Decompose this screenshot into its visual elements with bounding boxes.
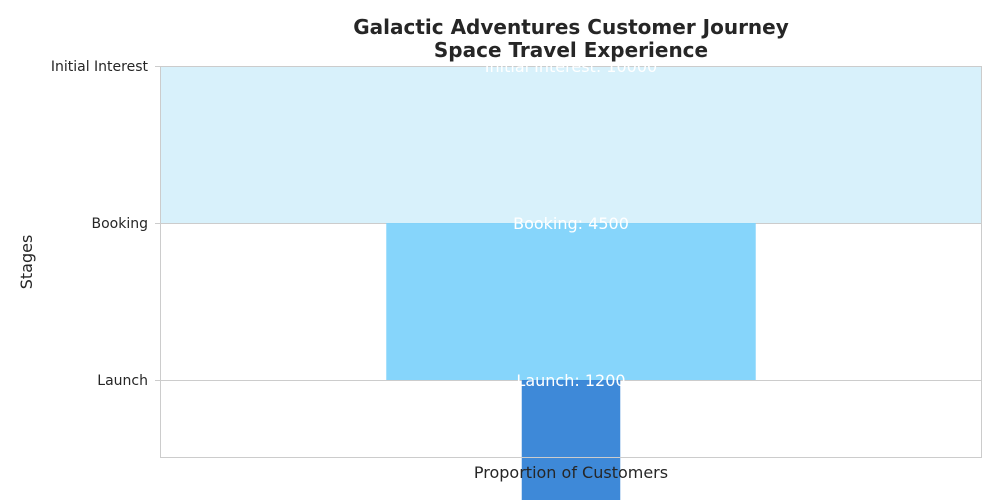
- y-axis-label: Stages: [17, 235, 36, 290]
- y-tick-label: Initial Interest: [51, 59, 149, 75]
- y-tick-label: Booking: [92, 216, 149, 232]
- x-axis-label: Proportion of Customers: [474, 463, 668, 482]
- tick-layer: Initial Interest Booking Launch: [51, 59, 161, 389]
- y-tick-label: Launch: [97, 373, 148, 389]
- bar-value-label: Launch: 1200: [516, 371, 625, 390]
- funnel-bar-initial-interest: [160, 66, 982, 223]
- bar-layer: [160, 66, 982, 500]
- chart-title-line1: Galactic Adventures Customer Journey: [353, 15, 789, 39]
- bar-value-label: Booking: 4500: [513, 214, 629, 233]
- funnel-bar-booking: [386, 223, 756, 380]
- funnel-bar-launch: [521, 380, 621, 500]
- bar-value-label: Initial Interest: 10000: [485, 57, 657, 76]
- chart-title-line2: Space Travel Experience: [434, 38, 708, 62]
- label-layer: Initial Interest: 10000 Booking: 4500 Laun…: [485, 57, 657, 390]
- plot-frame: [160, 66, 982, 458]
